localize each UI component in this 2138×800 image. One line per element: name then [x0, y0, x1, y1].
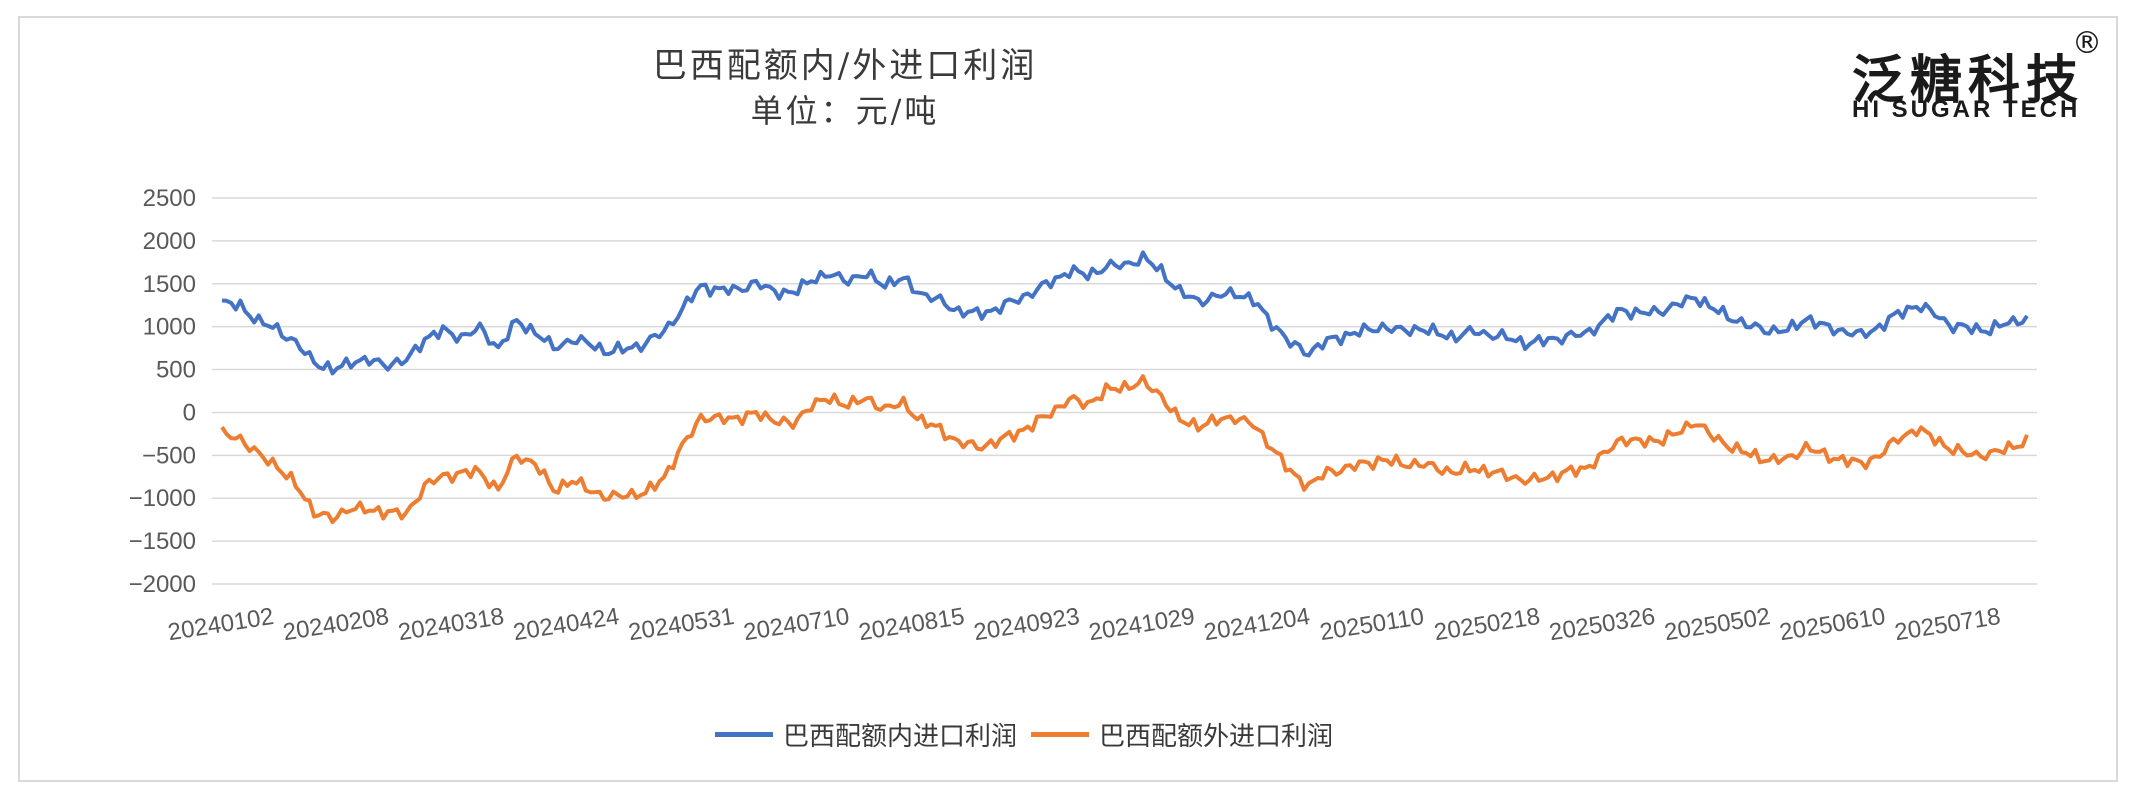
x-tick-label: 20240710	[742, 603, 852, 646]
y-tick-label: −2000	[129, 571, 196, 598]
y-tick-label: −500	[142, 442, 196, 469]
y-tick-label: −1500	[129, 528, 196, 555]
legend-label-series1: 巴西配额内进口利润	[783, 722, 1018, 752]
logo-english-text: HI SUGAR TECH	[1852, 96, 2081, 123]
grid-lines	[212, 197, 2037, 585]
series-lines	[220, 250, 2029, 524]
x-tick-label: 20250218	[1432, 603, 1542, 646]
y-tick-label: 1500	[143, 271, 196, 298]
x-tick-label: 20250110	[1318, 603, 1426, 646]
y-axis: 2500 2000 1500 1000 500 0 −500 −1000 −1500 −2000	[129, 185, 196, 598]
chart-title: 巴西配额内/外进口利润	[652, 46, 1038, 86]
y-tick-label: 1000	[143, 314, 196, 341]
x-tick-label: 20240531	[626, 603, 736, 646]
x-tick-label: 20240424	[511, 603, 621, 646]
x-axis: 20240102 20240208 20240318 20240424 20240531…	[166, 603, 2002, 646]
x-tick-label: 20240923	[972, 603, 1082, 646]
y-tick-label: 500	[156, 357, 196, 384]
x-tick-label: 20241204	[1202, 603, 1312, 646]
y-tick-label: 0	[183, 399, 196, 426]
legend-item-series1: 巴西配额内进口利润	[715, 716, 1017, 753]
x-tick-label: 20250718	[1893, 603, 2003, 646]
legend-swatch-orange	[1031, 732, 1090, 737]
y-tick-label: 2500	[143, 185, 196, 212]
x-tick-label: 20240318	[396, 603, 506, 646]
x-tick-label: 20250326	[1547, 603, 1657, 646]
series-line-quota-inside	[221, 250, 2029, 376]
x-tick-label: 20240815	[857, 603, 967, 646]
x-tick-label: 20241029	[1087, 603, 1197, 646]
legend: 巴西配额内进口利润 巴西配额外进口利润	[715, 716, 1347, 753]
registered-mark: ®	[2072, 26, 2102, 61]
y-tick-label: −1000	[129, 485, 196, 512]
x-tick-label: 20250502	[1662, 603, 1772, 646]
chart-subtitle: 单位：元/吨	[750, 92, 940, 130]
legend-item-series2: 巴西配额外进口利润	[1031, 716, 1333, 753]
legend-swatch-blue	[715, 732, 773, 737]
series-line-quota-outside	[220, 374, 2029, 524]
legend-label-series2: 巴西配额外进口利润	[1099, 722, 1334, 752]
x-tick-label: 20250610	[1778, 603, 1888, 646]
logo-chinese-text: 泛糖科技	[1852, 51, 2085, 111]
x-tick-label: 20240208	[281, 603, 391, 646]
y-tick-label: 2000	[143, 228, 196, 255]
x-tick-label: 20240102	[166, 603, 276, 646]
